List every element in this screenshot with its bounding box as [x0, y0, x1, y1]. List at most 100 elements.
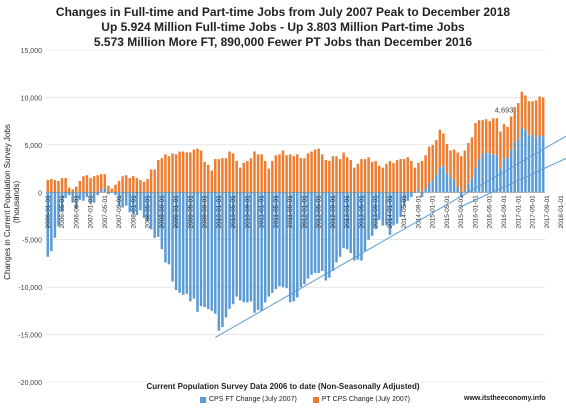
- bar-pt: [338, 159, 342, 193]
- bar-pt: [477, 120, 481, 160]
- bar-ft: [196, 192, 199, 312]
- bar-pt: [142, 181, 146, 193]
- x-tick-label: 2011-09-01: [287, 195, 294, 228]
- bar-ft: [506, 157, 509, 193]
- bar-ft: [292, 192, 295, 302]
- bar-pt: [435, 140, 438, 176]
- bar-pt: [438, 129, 442, 168]
- bar-ft: [360, 192, 363, 261]
- x-tick-label: 2013-09-01: [373, 195, 380, 229]
- bar-ft: [231, 192, 235, 305]
- bar-ft: [531, 134, 534, 193]
- bar-ft: [517, 139, 520, 193]
- x-tick-label: 2006-05-01: [59, 195, 66, 229]
- bar-ft: [128, 192, 132, 213]
- bar-ft: [50, 192, 53, 252]
- bar-ft: [57, 192, 60, 227]
- legend-label-pt: PT CPS Change (July 2007): [321, 396, 411, 403]
- bar-ft: [271, 192, 274, 293]
- bar-pt: [413, 167, 417, 193]
- bar-pt: [107, 185, 110, 193]
- bar-ft: [75, 192, 78, 209]
- bar-pt: [492, 118, 495, 155]
- bar-pt: [246, 160, 249, 193]
- bar-pt: [399, 159, 402, 193]
- bar-pt: [85, 175, 89, 193]
- bar-ft: [107, 192, 110, 195]
- y-tick-label: -10,000: [18, 285, 42, 292]
- bar-pt: [128, 178, 132, 193]
- bar-ft: [124, 192, 128, 206]
- bar-pt: [317, 148, 320, 193]
- bar-ft: [235, 192, 238, 297]
- bar-pt: [263, 160, 267, 193]
- bar-pt: [310, 151, 313, 193]
- bar-pt: [524, 95, 527, 131]
- bar-pt: [299, 158, 303, 193]
- x-tick-label: 2016-09-01: [501, 195, 508, 229]
- bar-ft: [417, 189, 420, 193]
- bar-pt: [313, 149, 317, 193]
- bar-ft: [224, 192, 228, 318]
- bar-pt: [253, 151, 256, 193]
- bar-ft: [381, 192, 385, 226]
- x-tick-label: 2012-05-01: [316, 195, 323, 229]
- bar-pt: [203, 161, 206, 193]
- bar-ft: [342, 192, 345, 249]
- bar-ft: [420, 192, 424, 198]
- bar-ft: [463, 190, 467, 193]
- bar-ft: [178, 192, 181, 293]
- bar-ft: [78, 192, 82, 200]
- bar-ft: [96, 192, 99, 196]
- bar-ft: [164, 192, 167, 263]
- bar-ft: [477, 159, 481, 193]
- bar-pt: [199, 150, 203, 193]
- bar-pt: [378, 165, 381, 193]
- x-tick-label: 2009-01-01: [173, 195, 180, 229]
- bar-ft: [221, 192, 224, 327]
- x-tick-label: 2014-09-01: [415, 195, 422, 229]
- x-tick-label: 2008-05-01: [145, 195, 152, 229]
- bar-pt: [467, 142, 470, 184]
- bar-pt: [242, 162, 246, 193]
- y-tick-label: 10,000: [21, 95, 43, 102]
- bar-pt: [324, 160, 328, 193]
- bar-ft: [228, 192, 231, 309]
- bar-ft: [306, 192, 310, 279]
- y-tick-label: 15,000: [21, 48, 43, 55]
- bar-ft: [135, 192, 139, 216]
- bar-pt: [149, 169, 153, 193]
- x-tick-label: 2015-05-01: [444, 195, 451, 229]
- bar-ft: [449, 177, 452, 193]
- bar-ft: [392, 192, 395, 226]
- bar-pt: [534, 100, 538, 138]
- bar-pt: [96, 175, 99, 193]
- x-tick-label: 2014-01-01: [387, 195, 394, 229]
- bar-pt: [231, 153, 235, 193]
- x-tick-label: 2008-09-01: [159, 195, 166, 229]
- bar-pt: [420, 160, 424, 193]
- bar-ft: [181, 192, 185, 295]
- bar-pt: [117, 180, 121, 193]
- bar-pt: [196, 148, 199, 193]
- bar-pt: [60, 178, 64, 193]
- bar-ft: [142, 192, 146, 218]
- bar-pt: [349, 160, 352, 193]
- bar-ft: [349, 192, 352, 253]
- bar-pt: [370, 161, 374, 193]
- bar-ft: [431, 179, 434, 193]
- bar-ft: [256, 192, 260, 310]
- data-annotation: 4,693: [495, 106, 514, 115]
- bar-pt: [78, 180, 82, 193]
- x-tick-label: 2011-01-01: [259, 195, 266, 228]
- bar-pt: [388, 160, 392, 193]
- bar-pt: [449, 150, 452, 178]
- bar-ft: [442, 165, 445, 193]
- bar-ft: [67, 192, 71, 196]
- bar-ft: [171, 192, 174, 282]
- bar-pt: [239, 167, 242, 193]
- bar-pt: [292, 156, 295, 193]
- bar-ft: [242, 192, 246, 303]
- bar-pt: [71, 189, 74, 193]
- bar-ft: [509, 149, 513, 193]
